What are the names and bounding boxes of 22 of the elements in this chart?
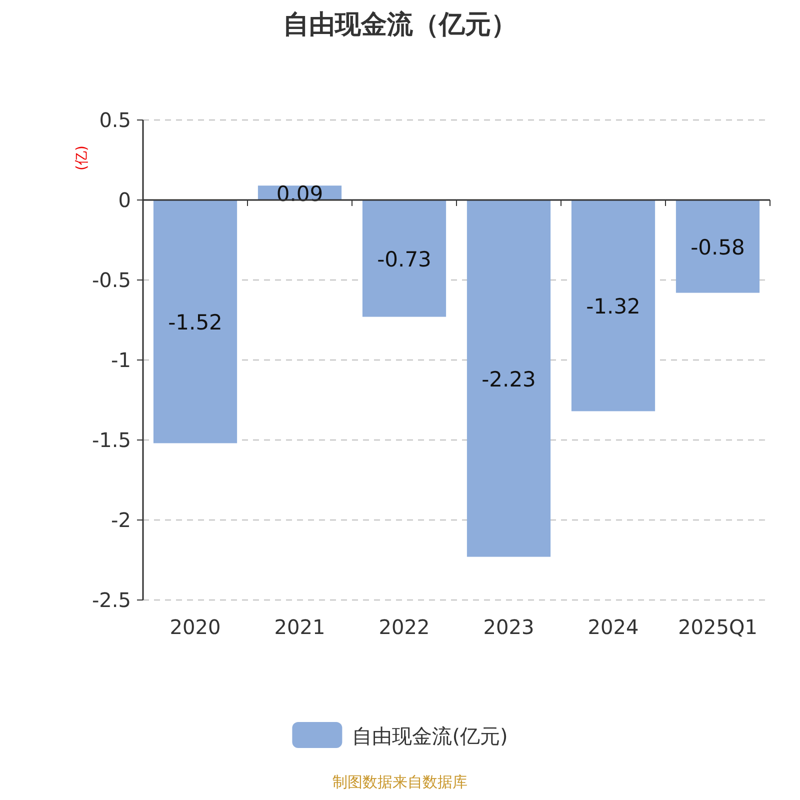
y-axis-title: (亿) xyxy=(74,146,90,170)
chart-title: 自由现金流（亿元） xyxy=(283,10,517,40)
x-tick-label: 2021 xyxy=(274,615,326,639)
x-tick-label: 2023 xyxy=(483,615,534,639)
y-tick-label: -1 xyxy=(111,348,131,372)
data-label: -1.52 xyxy=(168,310,222,335)
x-tick-label: 2024 xyxy=(588,615,639,639)
y-tick-label: 0 xyxy=(118,188,131,212)
y-tick-label: -2.5 xyxy=(92,588,131,612)
x-tick-label: 2020 xyxy=(170,615,221,639)
y-tick-label: 0.5 xyxy=(99,108,131,132)
y-tick-label: -2 xyxy=(111,508,131,532)
y-tick-label: -1.5 xyxy=(92,428,131,452)
text: 制图数据来自数据库 xyxy=(332,773,468,791)
data-label: -0.58 xyxy=(690,235,745,260)
legend-label: 自由现金流(亿元) xyxy=(352,724,508,748)
x-tick-label: 2022 xyxy=(378,615,430,639)
x-tick-label: 2025Q1 xyxy=(678,615,758,639)
data-label: -1.32 xyxy=(586,294,640,319)
data-label: -2.23 xyxy=(482,367,536,392)
y-tick-label: -0.5 xyxy=(92,268,131,292)
data-label: -0.73 xyxy=(377,247,432,272)
